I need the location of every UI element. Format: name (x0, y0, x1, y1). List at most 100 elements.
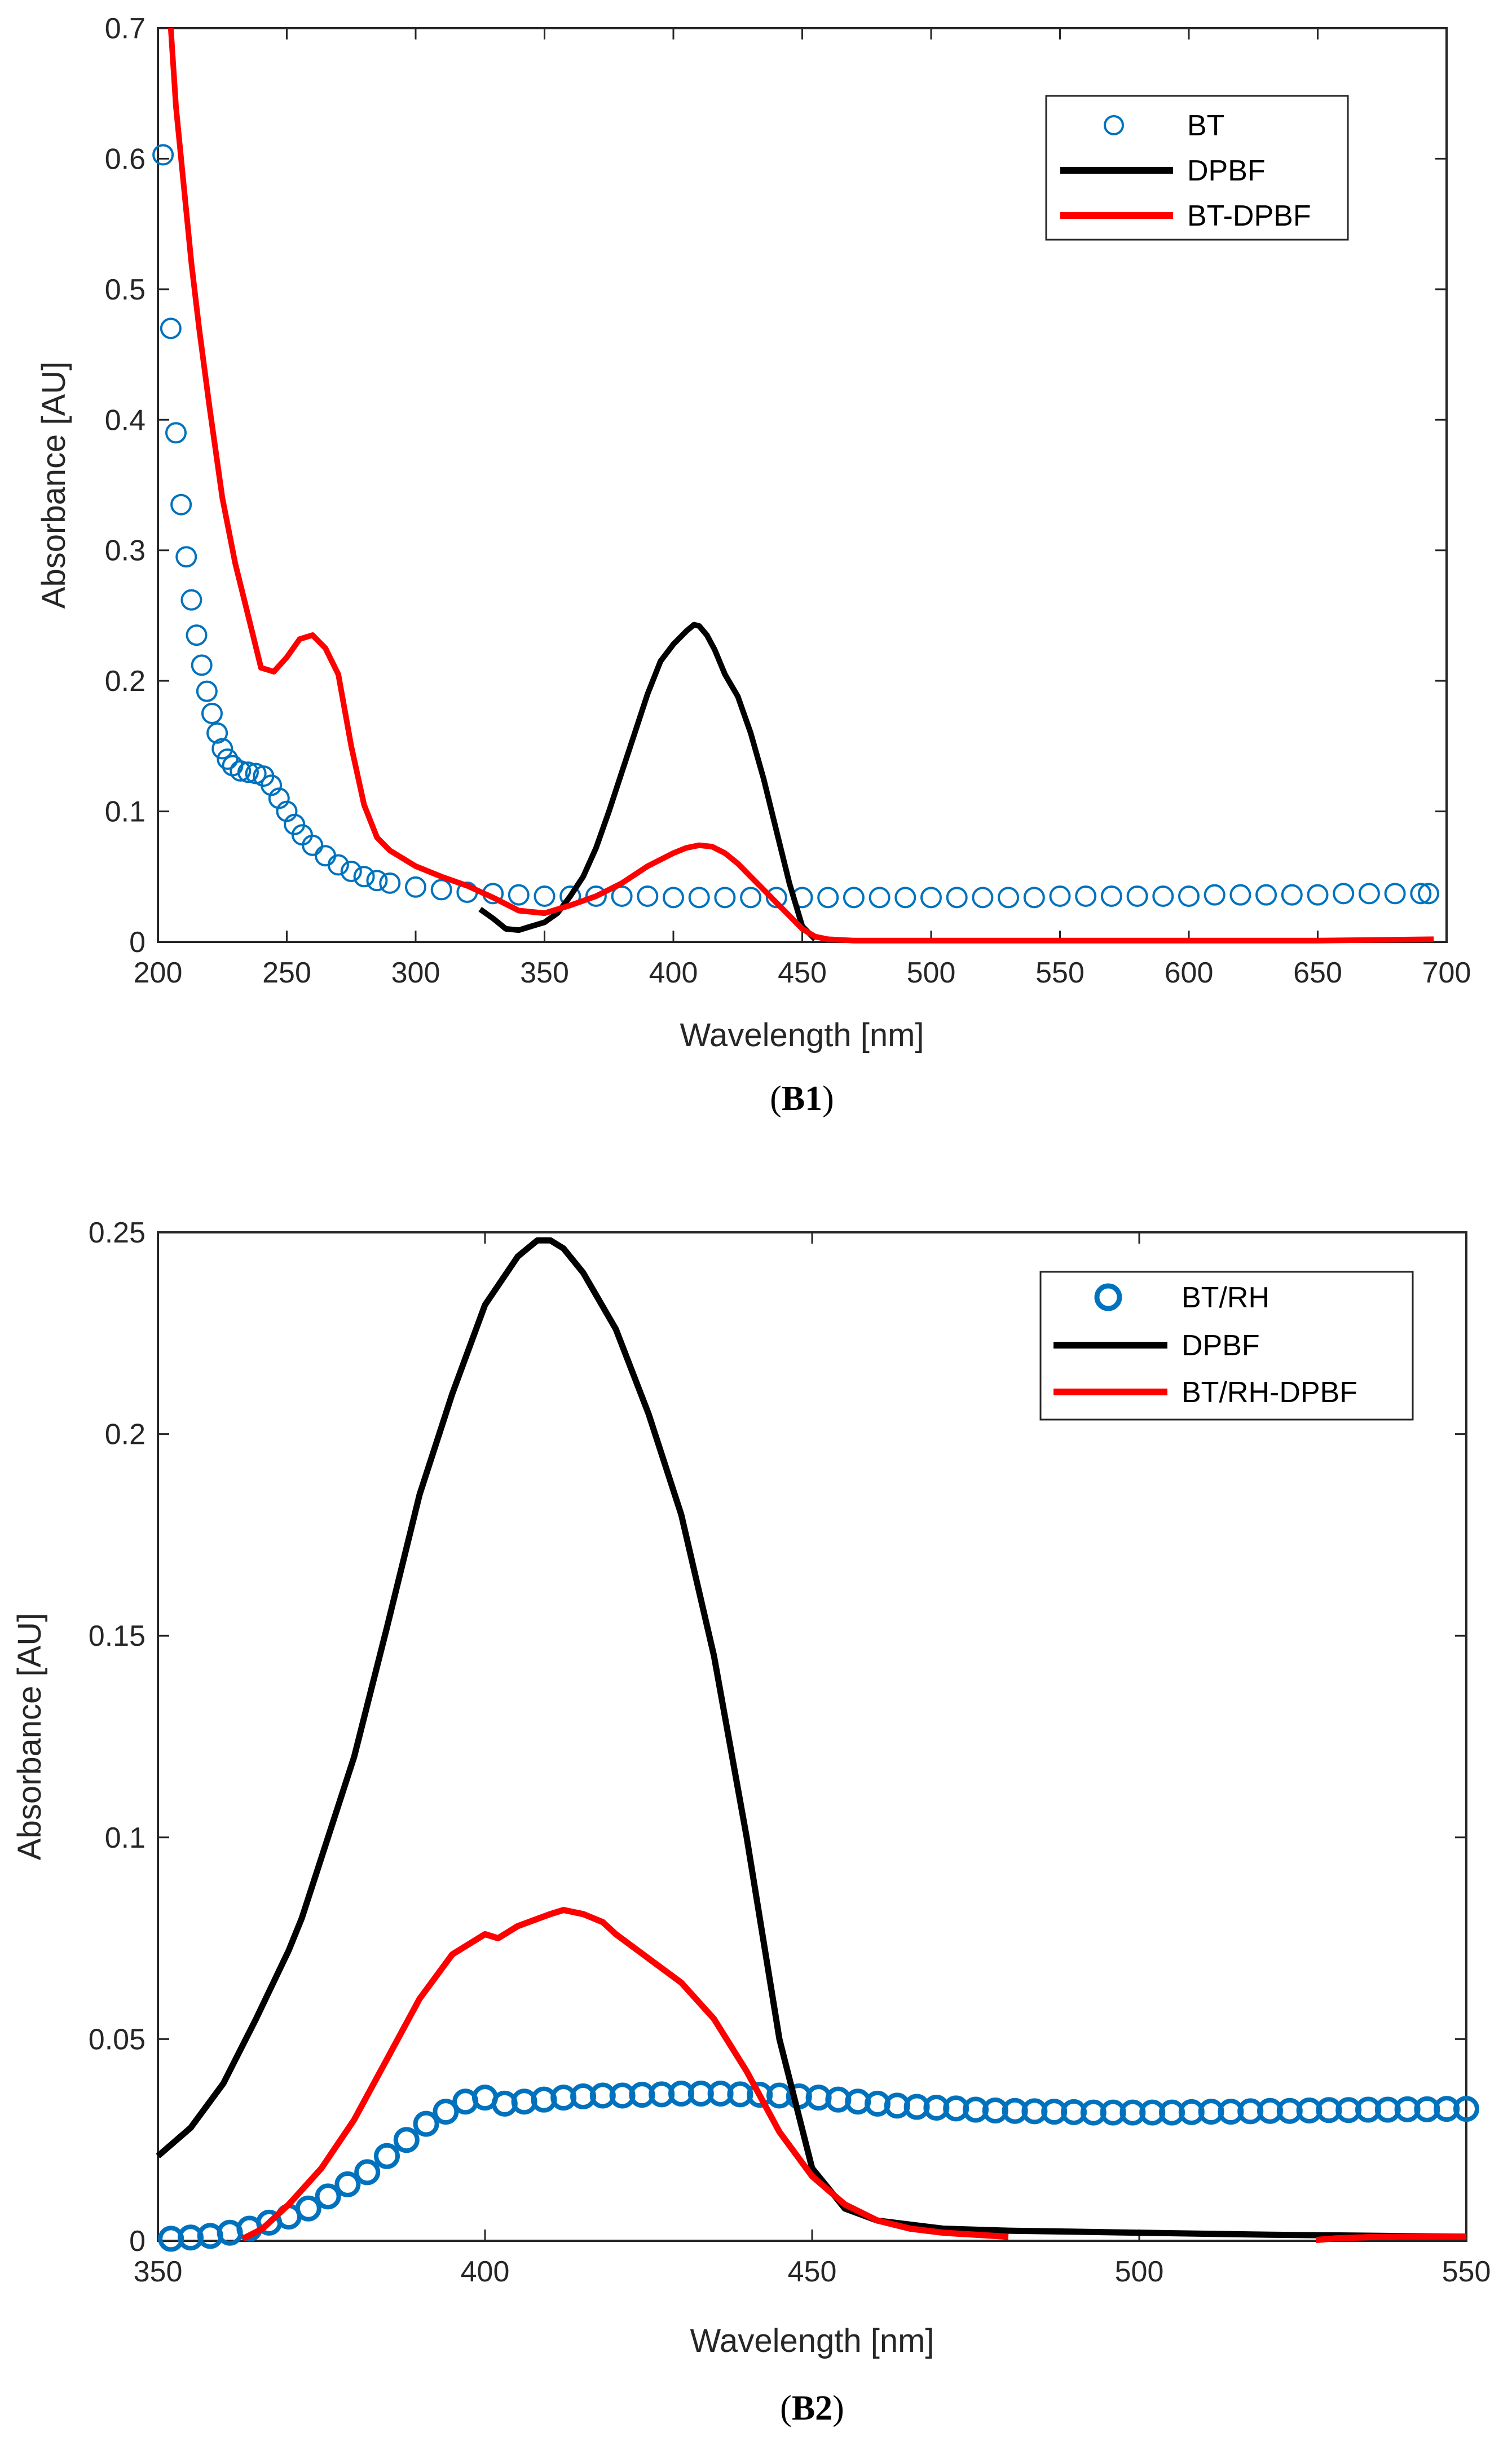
y-tick-label-b2: 0.05 (89, 2023, 146, 2056)
x-tick-label-b1: 600 (1165, 957, 1214, 989)
data-point-bt-0 (1204, 884, 1226, 906)
series-line-bt-dpbf-2 (167, 28, 1434, 944)
data-point-bt-0 (1307, 884, 1329, 906)
data-point-bt-rh-0 (393, 2127, 420, 2153)
series-line-dpbf-1 (478, 622, 817, 941)
data-point-bt-0 (237, 761, 259, 783)
data-point-bt-0 (165, 422, 187, 444)
x-tick-label-b2: 450 (788, 2255, 837, 2288)
data-point-bt-rh-0 (354, 2159, 381, 2186)
legend-b1: BT DPBF BT-DPBF (1045, 95, 1349, 241)
data-point-bt-0 (160, 318, 182, 340)
legend-marker-bt-rh-b2 (1094, 1283, 1122, 1311)
data-point-bt-0 (1178, 885, 1200, 907)
caption-b1: (B1) (770, 1079, 834, 1118)
data-point-bt-0 (276, 800, 298, 822)
data-point-bt-0 (765, 887, 787, 909)
data-point-bt-0 (201, 703, 223, 724)
y-axis-label-b1: Absorbance [AU] (36, 362, 72, 609)
x-tick-label-b2: 400 (461, 2255, 510, 2288)
y-tick-label-b1: 0.3 (105, 535, 146, 567)
data-point-bt-0 (366, 870, 388, 892)
data-point-bt-0 (327, 854, 349, 876)
data-point-bt-0 (206, 722, 228, 744)
legend-label-bt-b1: BT (1187, 109, 1224, 142)
data-point-bt-0 (175, 546, 197, 568)
y-tick-label-b2: 0.25 (89, 1217, 146, 1249)
y-tick-label-b1: 0.2 (105, 665, 146, 698)
data-point-bt-0 (196, 680, 218, 702)
x-tick-label-b1: 650 (1293, 957, 1342, 989)
data-point-bt-0 (637, 885, 659, 907)
y-tick-label-b1: 0.4 (105, 404, 146, 437)
data-point-bt-0 (534, 885, 556, 907)
series-layer-b1 (152, 28, 1440, 944)
data-point-bt-0 (1333, 883, 1355, 905)
data-point-bt-0 (152, 144, 174, 166)
y-tick-label-b2: 0.2 (105, 1418, 146, 1451)
ticks-b1: 200 250 300 350 400 450 500 550 600 650 700 0 0.1 0.2… (105, 12, 1471, 989)
data-point-bt-0 (191, 654, 213, 676)
y-tick-label-b1: 0.7 (105, 12, 146, 45)
legend-label-bt-rh-b2: BT/RH (1182, 1281, 1269, 1314)
data-point-bt-0 (869, 887, 891, 909)
data-point-bt-0 (1281, 884, 1303, 906)
data-point-bt-0 (1255, 884, 1277, 906)
data-point-bt-0 (972, 887, 994, 909)
data-point-bt-0 (1418, 883, 1440, 905)
x-tick-label-b1: 500 (907, 957, 956, 989)
data-point-bt-0 (843, 887, 865, 909)
data-point-bt-0 (379, 872, 401, 894)
x-tick-label-b1: 350 (520, 957, 569, 989)
data-point-bt-0 (920, 887, 942, 909)
y-tick-label-b2: 0.15 (89, 1620, 146, 1653)
y-tick-label-b2: 0 (129, 2225, 146, 2258)
data-point-bt-0 (714, 887, 736, 909)
legend-marker-bt-b1 (1104, 115, 1124, 135)
data-point-bt-0 (340, 861, 362, 883)
legend-label-bt-rh-dpbf-b2: BT/RH-DPBF (1182, 1376, 1357, 1409)
data-point-bt-0 (1023, 887, 1045, 909)
series-line-bt-rh-dpbf-2 (241, 1907, 1009, 2242)
data-point-bt-0 (180, 589, 202, 611)
data-point-bt-0 (268, 787, 290, 809)
panel-b2: 350 400 450 500 550 0 0.05 0.1 0.15 0.2 0.25 Wavel… (11, 1217, 1491, 2427)
data-point-bt-0 (585, 885, 607, 907)
data-point-bt-0 (817, 887, 839, 909)
data-point-bt-rh-0 (413, 2110, 439, 2137)
data-point-bt-0 (1358, 883, 1380, 905)
data-point-bt-rh-0 (315, 2183, 341, 2210)
data-point-bt-0 (663, 887, 684, 909)
x-axis-label-b2: Wavelength [nm] (690, 2323, 934, 2359)
x-tick-label-b1: 400 (649, 957, 698, 989)
data-point-bt-0 (611, 885, 633, 907)
y-tick-label-b1: 0.5 (105, 274, 146, 306)
data-point-bt-0 (1384, 883, 1406, 905)
data-point-bt-0 (688, 887, 710, 909)
y-tick-label-b1: 0.1 (105, 796, 146, 829)
x-tick-label-b2: 550 (1442, 2255, 1491, 2288)
legend-b2: BT/RH DPBF BT/RH-DPBF (1039, 1271, 1414, 1421)
data-point-bt-0 (230, 760, 252, 782)
data-point-bt-0 (946, 887, 968, 909)
caption-b2: (B2) (780, 2389, 844, 2427)
data-point-bt-0 (353, 866, 375, 888)
data-point-bt-0 (302, 834, 324, 856)
x-tick-label-b1: 700 (1422, 957, 1471, 989)
data-point-bt-0 (1229, 884, 1251, 906)
data-point-bt-0 (508, 884, 530, 906)
data-point-bt-rh-0 (334, 2171, 361, 2197)
ticks-b2: 350 400 450 500 550 0 0.05 0.1 0.15 0.2 0.25 (89, 1217, 1491, 2288)
data-point-bt-0 (430, 879, 452, 901)
data-point-bt-rh-0 (433, 2099, 459, 2125)
data-point-bt-0 (170, 494, 192, 515)
data-point-bt-0 (740, 887, 762, 909)
data-point-bt-rh-0 (1453, 2096, 1479, 2122)
caption-b1-text: B1 (782, 1079, 822, 1118)
data-point-bt-0 (1126, 885, 1148, 907)
data-point-bt-0 (186, 624, 208, 646)
y-axis-label-b2: Absorbance [AU] (11, 1613, 48, 1860)
x-tick-label-b1: 550 (1035, 957, 1085, 989)
legend-label-bt-dpbf-b1: BT-DPBF (1187, 200, 1311, 232)
